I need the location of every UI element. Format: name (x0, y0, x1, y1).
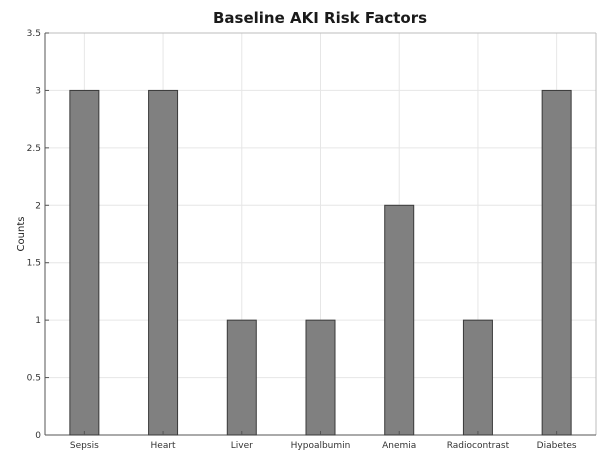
bar-heart (148, 89, 179, 436)
bar-diabetes (541, 89, 572, 436)
bars (69, 89, 572, 436)
y-tick-label: 0 (35, 431, 41, 441)
x-tick-label: Sepsis (70, 441, 99, 451)
x-tick-label: Heart (151, 441, 177, 451)
bar-anemia (384, 204, 415, 436)
y-tick-label: 2 (35, 201, 41, 211)
x-axis-ticks: Sepsis Heart Liver Hypoalbumin Anemia Radioco… (70, 431, 577, 451)
bar-hypoalbumin (305, 319, 336, 436)
bar-radiocontrast (462, 319, 493, 436)
x-tick-label: Anemia (382, 441, 416, 451)
plot-frame (44, 32, 597, 436)
chart-title: Baseline AKI Risk Factors (213, 9, 427, 27)
y-axis-label: Counts (16, 217, 27, 252)
y-tick-label: 1.5 (27, 259, 41, 269)
x-tick-label: Radiocontrast (447, 441, 510, 451)
x-tick-label: Hypoalbumin (291, 441, 351, 451)
y-tick-label: 0.5 (27, 374, 41, 384)
bar-liver (226, 319, 257, 436)
y-axis-ticks: 0 0.5 1 1.5 2 2.5 3 3.5 (27, 29, 49, 441)
y-tick-label: 2.5 (27, 144, 41, 154)
x-tick-label: Liver (231, 441, 253, 451)
y-tick-label: 1 (35, 316, 41, 326)
x-tick-label: Diabetes (537, 441, 577, 451)
y-tick-label: 3 (35, 86, 41, 96)
bar-sepsis (69, 89, 100, 436)
y-tick-label: 3.5 (27, 29, 41, 39)
